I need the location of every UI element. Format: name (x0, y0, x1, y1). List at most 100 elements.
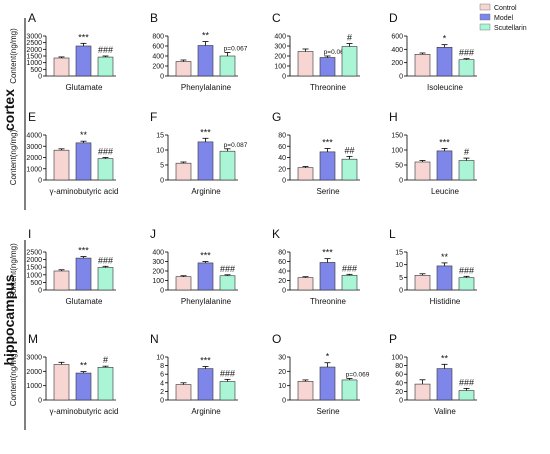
panel-letter: H (389, 110, 398, 124)
y-tick-label: 60 (278, 144, 286, 151)
bar (53, 57, 70, 77)
panel-E: E 0 1000 2000 3000 4000 ** ### γ-aminobutyric ac… (9, 110, 118, 196)
y-tick-label: 0 (282, 178, 286, 185)
significance-label: *** (200, 127, 211, 137)
panel-H: H 0 50 100 150 *** # Leucine (389, 110, 477, 196)
section-label: cortex (1, 89, 17, 131)
legend-label: Model (494, 15, 514, 22)
bar (436, 368, 453, 401)
y-tick-label: 300 (152, 259, 164, 266)
panel-letter: N (150, 332, 159, 346)
y-tick-label: 1000 (26, 60, 42, 67)
bar (219, 150, 236, 181)
y-tick-label: 0 (160, 74, 164, 81)
y-axis-label: Content(ng/mg) (9, 350, 18, 406)
bar (97, 158, 114, 181)
legend: Control Model Scutellarin (479, 3, 527, 32)
bar (219, 275, 236, 291)
significance-label: *** (78, 246, 89, 256)
y-axis-label: Content(ng/mg) (9, 243, 18, 299)
panel-L: L 0 5 10 15 ** ### Histidine (389, 227, 477, 306)
bar (436, 150, 453, 181)
bar (319, 57, 336, 77)
significance-label: # (347, 33, 352, 43)
p-value-label: p=0.087 (224, 142, 248, 149)
y-tick-label: 0 (282, 74, 286, 81)
x-axis-label: γ-aminobutyric acid (50, 407, 119, 416)
panel-N: N 0 2 46 810 *** ### Arginine (150, 332, 238, 416)
y-axis-label: Content(ng/mg) (9, 129, 18, 185)
bar (297, 51, 314, 77)
y-tick-label: 2500 (26, 40, 42, 47)
significance-label: ## (344, 145, 354, 155)
y-tick-label: 0 (282, 288, 286, 295)
y-tick-label: 0 (38, 178, 42, 185)
y-tick-label: 8 (160, 363, 164, 370)
significance-label: # (103, 355, 108, 365)
y-tick-label: 0 (38, 288, 42, 295)
y-tick-label: 0 (399, 178, 403, 185)
y-tick-label: 1000 (26, 166, 42, 173)
bar (341, 274, 358, 291)
legend-swatch (479, 23, 491, 31)
significance-label: ### (220, 264, 235, 274)
legend-swatch (479, 13, 491, 21)
panel-B: B 0 200 400 600 800 ** p=0.067 Phenylalanine (150, 11, 248, 92)
bar (97, 367, 114, 401)
y-tick-label: 40 (278, 155, 286, 162)
y-tick-label: 10 (395, 262, 403, 269)
significance-label: ** (441, 353, 449, 363)
bar (75, 372, 92, 401)
significance-label: *** (322, 248, 333, 258)
y-tick-label: 4 (160, 380, 164, 387)
x-axis-label: Isoleucine (427, 83, 464, 92)
bar (414, 161, 431, 181)
significance-label: ### (459, 48, 474, 58)
panel-letter: A (28, 11, 36, 25)
y-tick-label: 3000 (26, 34, 42, 41)
x-axis-label: Histidine (430, 297, 461, 306)
x-axis-label: Phenylalanine (181, 297, 232, 306)
panel-letter: M (28, 332, 38, 346)
bar (219, 381, 236, 401)
panel-letter: G (272, 110, 281, 124)
panel-G: G 0 20 40 60 80 *** ## Serine (272, 110, 360, 196)
bar (414, 383, 431, 401)
y-tick-label: 30 (278, 355, 286, 362)
bar (341, 46, 358, 77)
panel-letter: K (272, 227, 280, 241)
y-tick-label: 0 (399, 398, 403, 405)
panel-letter: C (272, 11, 281, 25)
y-tick-label: 0 (282, 398, 286, 405)
y-tick-label: 10 (278, 383, 286, 390)
y-tick-label: 1500 (26, 265, 42, 272)
significance-label: *** (322, 138, 333, 148)
bar (458, 59, 475, 77)
x-axis-label: Threonine (310, 83, 347, 92)
significance-label: *** (78, 32, 89, 42)
y-tick-label: 80 (395, 363, 403, 370)
y-tick-label: 800 (152, 34, 164, 41)
y-tick-label: 0 (160, 178, 164, 185)
significance-label: ### (98, 255, 113, 265)
significance-label: ### (98, 147, 113, 157)
y-tick-label: 60 (395, 372, 403, 379)
bar (319, 366, 336, 401)
bar (97, 267, 114, 291)
y-tick-label: 6 (160, 372, 164, 379)
panel-letter: J (150, 227, 156, 241)
bar (297, 167, 314, 181)
legend-label: Control (494, 5, 517, 12)
y-tick-label: 3000 (26, 144, 42, 151)
y-tick-label: 10 (156, 148, 164, 155)
y-tick-label: 3000 (26, 355, 42, 362)
panel-O: O 0 10 20 30 * p=0.069 Serine (272, 332, 370, 416)
y-tick-label: 20 (278, 369, 286, 376)
y-tick-label: 500 (30, 280, 42, 287)
significance-label: *** (439, 138, 450, 148)
y-tick-label: 100 (391, 355, 403, 362)
panel-letter: I (28, 227, 31, 241)
